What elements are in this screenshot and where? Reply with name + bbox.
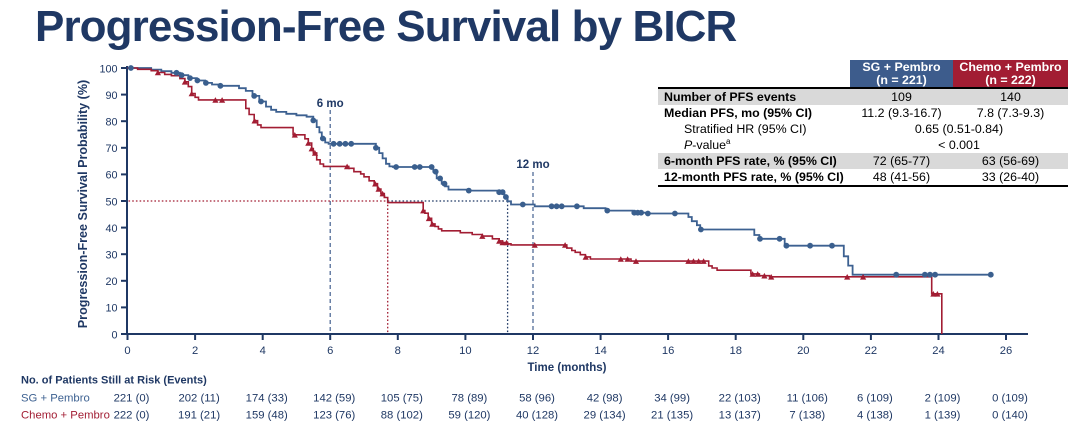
svg-text:2 (109): 2 (109) — [925, 393, 961, 405]
svg-text:6 (109): 6 (109) — [857, 393, 893, 405]
svg-text:78 (89): 78 (89) — [452, 393, 488, 405]
svg-text:40 (128): 40 (128) — [516, 410, 558, 422]
svg-text:2: 2 — [192, 345, 198, 357]
svg-text:30: 30 — [105, 250, 117, 262]
svg-text:16: 16 — [662, 345, 674, 357]
svg-text:Chemo + Pembro: Chemo + Pembro — [21, 410, 110, 422]
svg-text:123 (76): 123 (76) — [313, 410, 355, 422]
svg-text:10: 10 — [459, 345, 471, 357]
svg-text:8: 8 — [395, 345, 401, 357]
svg-text:6 mo: 6 mo — [317, 98, 344, 110]
svg-text:1 (139): 1 (139) — [925, 410, 961, 422]
svg-text:100: 100 — [99, 63, 117, 75]
svg-text:222 (0): 222 (0) — [114, 410, 150, 422]
svg-text:88 (102): 88 (102) — [381, 410, 423, 422]
svg-text:202 (11): 202 (11) — [178, 393, 219, 405]
svg-text:20: 20 — [105, 276, 117, 288]
svg-text:21 (135): 21 (135) — [651, 410, 693, 422]
svg-text:42 (98): 42 (98) — [587, 393, 623, 405]
svg-text:0 (140): 0 (140) — [992, 410, 1028, 422]
svg-text:Time (months): Time (months) — [527, 362, 606, 374]
svg-text:No. of Patients Still at Risk: No. of Patients Still at Risk (Events) — [21, 375, 207, 387]
svg-text:50: 50 — [105, 196, 117, 208]
svg-text:SG + Pembro: SG + Pembro — [21, 393, 90, 405]
svg-text:159 (48): 159 (48) — [246, 410, 288, 422]
svg-text:59 (120): 59 (120) — [448, 410, 490, 422]
svg-text:40: 40 — [105, 223, 117, 235]
svg-text:14: 14 — [594, 345, 606, 357]
svg-text:20: 20 — [797, 345, 809, 357]
svg-text:60: 60 — [105, 170, 117, 182]
svg-text:22 (103): 22 (103) — [719, 393, 761, 405]
svg-text:4 (138): 4 (138) — [857, 410, 893, 422]
svg-text:0 (109): 0 (109) — [992, 393, 1028, 405]
svg-text:22: 22 — [865, 345, 877, 357]
svg-text:34 (99): 34 (99) — [654, 393, 690, 405]
svg-text:0: 0 — [124, 345, 130, 357]
svg-text:7 (138): 7 (138) — [789, 410, 825, 422]
svg-text:12 mo: 12 mo — [516, 159, 549, 171]
svg-text:6: 6 — [327, 345, 333, 357]
svg-text:142 (59): 142 (59) — [313, 393, 355, 405]
svg-text:12: 12 — [527, 345, 539, 357]
svg-text:10: 10 — [105, 303, 117, 315]
svg-text:4: 4 — [260, 345, 266, 357]
svg-text:13 (137): 13 (137) — [719, 410, 761, 422]
svg-text:Progression-Free Survival Prob: Progression-Free Survival Probability (%… — [76, 80, 90, 328]
svg-text:70: 70 — [105, 143, 117, 155]
svg-text:29 (134): 29 (134) — [584, 410, 626, 422]
svg-text:105 (75): 105 (75) — [381, 393, 423, 405]
svg-text:174 (33): 174 (33) — [246, 393, 288, 405]
svg-text:11 (106): 11 (106) — [787, 393, 828, 405]
svg-text:90: 90 — [105, 90, 117, 102]
svg-text:24: 24 — [932, 345, 944, 357]
svg-text:18: 18 — [729, 345, 741, 357]
svg-text:0: 0 — [111, 329, 117, 341]
svg-text:191 (21): 191 (21) — [178, 410, 220, 422]
svg-text:80: 80 — [105, 117, 117, 129]
svg-text:58 (96): 58 (96) — [519, 393, 555, 405]
svg-text:26: 26 — [1000, 345, 1012, 357]
svg-text:221 (0): 221 (0) — [114, 393, 150, 405]
